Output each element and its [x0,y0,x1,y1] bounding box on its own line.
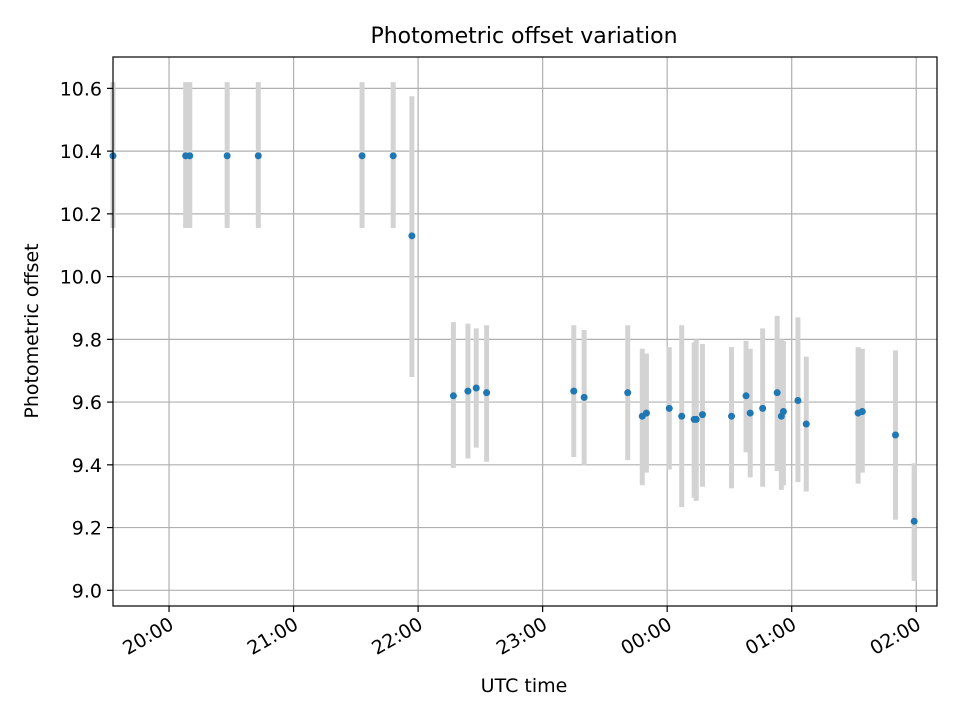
x-axis-label: UTC time [481,675,568,697]
y-axis-label: Photometric offset [21,243,43,418]
data-point [742,392,750,400]
data-point [794,397,802,405]
data-point [891,431,899,439]
data-points [109,152,918,525]
data-point [580,393,588,401]
data-point [692,415,700,423]
data-point [624,389,632,397]
data-point [678,412,686,420]
data-point [449,392,457,400]
data-point [358,152,366,160]
data-point [472,384,480,392]
data-point [483,389,491,397]
data-point [642,409,650,417]
plot-frame [112,56,938,607]
data-point [759,404,767,412]
data-point [698,411,706,419]
data-point [665,404,673,412]
chart-title: Photometric offset variation [370,24,677,49]
y-axis-ticks: 9.0 9.2 9.4 9.6 9.8 10.0 10.2 10.4 10.6 [60,78,113,602]
data-point [858,407,866,415]
y-tick-label: 9.4 [72,455,102,477]
data-point [186,152,194,160]
data-point [728,412,736,420]
y-tick-label: 9.0 [72,580,102,602]
data-point [464,387,472,395]
grid-lines [113,57,937,606]
data-point [408,232,416,240]
data-point [773,389,781,397]
y-tick-label: 9.2 [72,518,102,540]
y-tick-label: 10.6 [60,78,102,100]
data-point [910,517,918,525]
y-tick-label: 9.8 [72,329,102,351]
data-point [802,420,810,428]
data-point [779,407,787,415]
data-point [223,152,231,160]
data-point [570,387,578,395]
data-point [746,409,754,417]
data-point [389,152,397,160]
y-tick-label: 9.6 [72,392,102,414]
data-point [254,152,262,160]
y-tick-label: 10.2 [60,204,102,226]
y-tick-label: 10.4 [60,141,102,163]
y-tick-label: 10.0 [60,267,102,289]
